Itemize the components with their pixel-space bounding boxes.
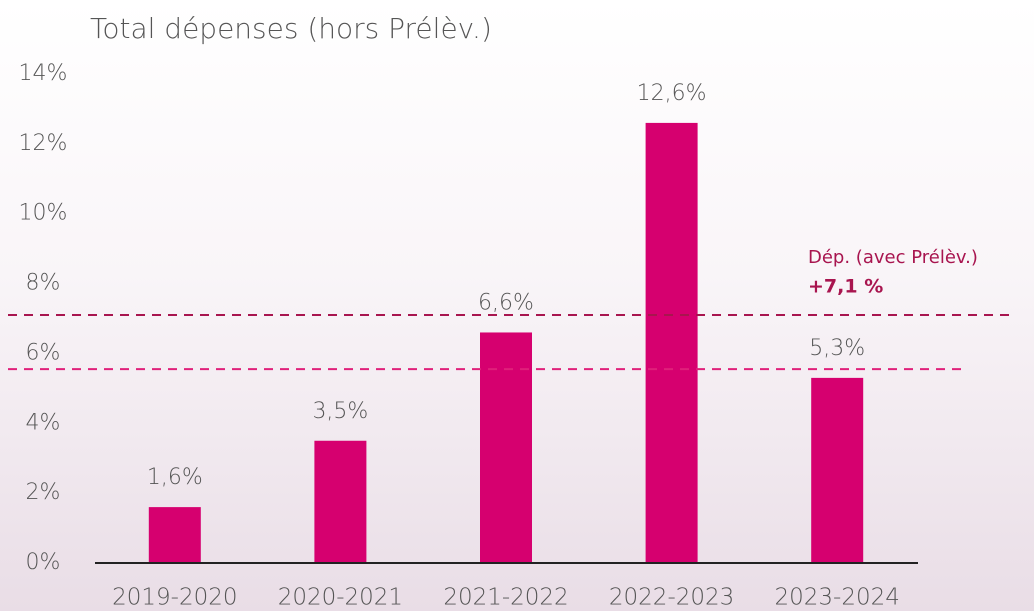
- y-tick-label: 12%: [19, 131, 68, 156]
- reference-value-label: +7,1 %: [808, 276, 883, 298]
- bar: [811, 377, 864, 563]
- x-tick-label: 2020-2021: [278, 585, 403, 611]
- bar: [314, 440, 367, 563]
- bar: [480, 332, 532, 563]
- y-tick-label: 10%: [19, 201, 68, 226]
- value-label: 1,6%: [147, 465, 203, 490]
- reference-label: Dép. (avec Prélèv.): [808, 247, 978, 268]
- x-tick-label: 2021-2022: [443, 585, 568, 611]
- value-label: 5,3%: [809, 336, 865, 361]
- y-tick-label: 0%: [26, 550, 61, 575]
- x-tick-label: 2022-2023: [609, 585, 734, 611]
- y-tick-label: 8%: [26, 271, 61, 296]
- x-tick-label: 2019-2020: [112, 585, 237, 611]
- bar: [645, 122, 698, 564]
- y-tick-label: 6%: [26, 340, 61, 365]
- y-tick-label: 2%: [26, 480, 61, 505]
- y-tick-label: 4%: [26, 410, 61, 435]
- x-tick-label: 2023-2024: [775, 585, 900, 611]
- value-label: 6,6%: [478, 290, 534, 315]
- bar: [148, 507, 201, 563]
- value-label: 3,5%: [312, 399, 368, 424]
- y-tick-label: 14%: [19, 61, 68, 86]
- value-label: 12,6%: [637, 81, 707, 106]
- chart-title: Total dépenses (hors Prélèv.): [90, 12, 492, 45]
